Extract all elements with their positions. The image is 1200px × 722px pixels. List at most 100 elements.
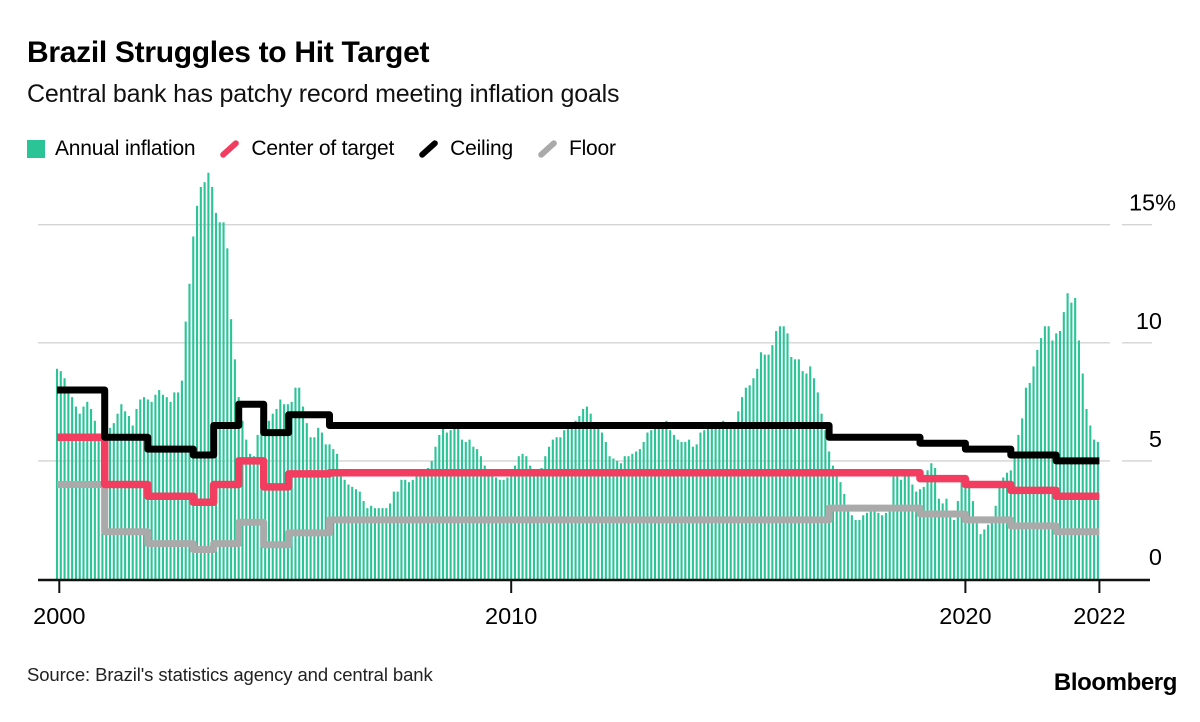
inflation-bar bbox=[835, 469, 838, 579]
inflation-bar bbox=[900, 479, 903, 579]
inflation-bar bbox=[1024, 387, 1028, 579]
inflation-bar bbox=[502, 479, 505, 579]
inflation-bar bbox=[404, 479, 407, 579]
legend-item-ceiling: Ceiling bbox=[417, 137, 513, 161]
inflation-bar bbox=[347, 484, 350, 579]
inflation-bar bbox=[407, 481, 411, 579]
inflation-bar bbox=[548, 446, 551, 579]
inflation-bar bbox=[680, 441, 683, 579]
inflation-bar bbox=[1032, 365, 1035, 579]
inflation-bar bbox=[1066, 292, 1069, 579]
inflation-bar bbox=[498, 479, 501, 579]
inflation-bar bbox=[918, 488, 922, 579]
inflation-bar bbox=[589, 413, 592, 579]
inflation-bar bbox=[903, 472, 906, 579]
inflation-bar bbox=[385, 507, 388, 579]
y-tick-label: 15% bbox=[1129, 189, 1176, 215]
annual-inflation-swatch-icon bbox=[27, 139, 45, 158]
inflation-bar bbox=[930, 462, 933, 579]
y-tick-label: 10 bbox=[1136, 307, 1162, 333]
inflation-bar bbox=[233, 358, 236, 579]
chart-card: Brazil Struggles to Hit Target Central b… bbox=[27, 36, 1177, 696]
inflation-bar bbox=[381, 507, 384, 579]
inflation-bar bbox=[1051, 339, 1054, 579]
inflation-bar bbox=[1028, 382, 1031, 579]
inflation-bar bbox=[411, 479, 414, 579]
inflation-bar bbox=[884, 512, 887, 579]
inflation-bar bbox=[396, 491, 399, 579]
inflation-bar bbox=[907, 469, 910, 579]
inflation-bar bbox=[309, 436, 312, 579]
inflation-bar bbox=[1093, 439, 1096, 579]
inflation-bar bbox=[1081, 373, 1084, 579]
inflation-bar bbox=[790, 356, 793, 579]
inflation-bar bbox=[979, 533, 982, 579]
x-tick-label: 2022 bbox=[1073, 603, 1125, 629]
inflation-bar bbox=[332, 448, 335, 579]
inflation-bar bbox=[695, 443, 698, 579]
inflation-bar bbox=[158, 389, 161, 579]
inflation-bar bbox=[956, 500, 959, 579]
inflation-bar bbox=[646, 432, 649, 579]
inflation-bar bbox=[260, 417, 263, 579]
inflation-bar bbox=[301, 406, 305, 579]
inflation-bar bbox=[343, 479, 346, 579]
inflation-bar bbox=[786, 332, 789, 579]
inflation-bar bbox=[124, 410, 127, 579]
inflation-bar bbox=[415, 472, 418, 579]
inflation-chart: 0 5 10 15% 2000 2010 2020 2022 bbox=[33, 172, 1176, 629]
inflation-bar bbox=[551, 439, 554, 579]
inflation-bar bbox=[1013, 455, 1016, 579]
inflation-bar bbox=[267, 420, 271, 579]
inflation-bar bbox=[71, 396, 74, 579]
inflation-bar bbox=[127, 415, 130, 579]
inflation-bar bbox=[559, 436, 562, 579]
inflation-bar bbox=[600, 432, 604, 579]
inflation-bar bbox=[377, 507, 380, 579]
floor-slash-icon bbox=[536, 138, 558, 159]
inflation-bar bbox=[203, 181, 206, 579]
inflation-bar bbox=[733, 427, 736, 579]
inflation-bar bbox=[120, 403, 123, 579]
inflation-bar bbox=[252, 455, 255, 579]
inflation-bar bbox=[729, 422, 732, 579]
inflation-bar bbox=[154, 394, 157, 579]
inflation-bar bbox=[55, 368, 59, 579]
inflation-bar bbox=[703, 429, 706, 579]
ceiling-slash-icon bbox=[418, 138, 440, 159]
inflation-bar bbox=[578, 415, 581, 579]
inflation-bar bbox=[78, 413, 81, 579]
inflation-bar bbox=[1058, 330, 1062, 579]
inflation-bar bbox=[824, 429, 827, 579]
inflation-bar bbox=[688, 439, 691, 579]
inflation-bar bbox=[820, 413, 823, 579]
inflation-bar bbox=[1074, 297, 1077, 579]
inflation-bar bbox=[510, 469, 513, 579]
inflation-bar bbox=[672, 434, 676, 579]
bloomberg-logo: Bloomberg bbox=[1053, 668, 1177, 696]
inflation-bar bbox=[532, 469, 535, 579]
inflation-bar bbox=[324, 443, 327, 579]
inflation-bar bbox=[1096, 441, 1099, 579]
inflation-bar bbox=[131, 424, 134, 579]
inflation-bar bbox=[669, 429, 672, 579]
inflation-bar bbox=[82, 406, 85, 579]
inflation-bar bbox=[1017, 434, 1020, 579]
inflation-bar bbox=[370, 505, 373, 579]
inflation-bar bbox=[328, 443, 331, 579]
inflation-bar bbox=[248, 453, 252, 579]
inflation-bar bbox=[241, 420, 244, 579]
inflation-bar bbox=[775, 330, 778, 579]
inflation-bar bbox=[354, 488, 358, 579]
source-note: Source: Brazil's statistics agency and c… bbox=[27, 663, 433, 685]
inflation-bar bbox=[192, 236, 195, 579]
inflation-bar bbox=[843, 493, 846, 579]
inflation-bar bbox=[653, 422, 657, 579]
inflation-bar bbox=[536, 472, 539, 579]
inflation-bar bbox=[725, 422, 728, 579]
inflation-bar bbox=[476, 448, 479, 579]
inflation-bar bbox=[196, 205, 199, 579]
inflation-bar bbox=[468, 439, 471, 579]
inflation-bar bbox=[491, 474, 494, 579]
inflation-bar bbox=[718, 424, 721, 579]
